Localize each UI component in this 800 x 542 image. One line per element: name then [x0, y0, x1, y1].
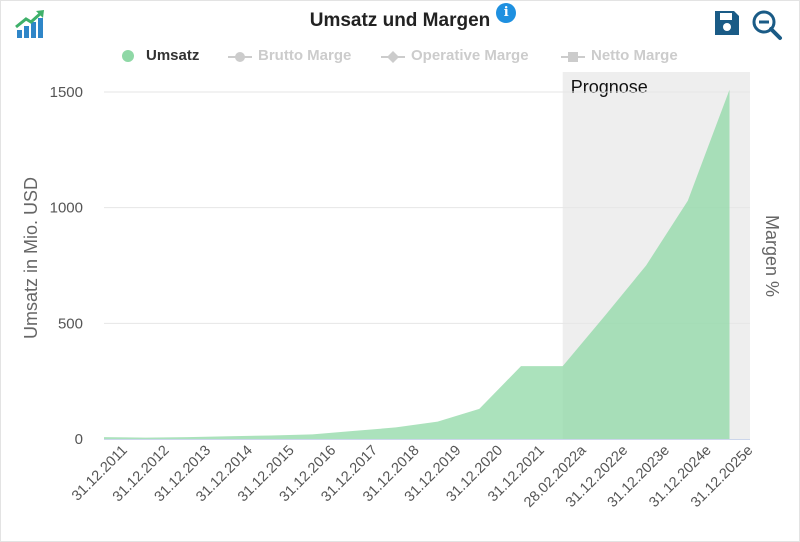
data-point [728, 88, 732, 92]
info-icon[interactable]: i [496, 3, 517, 23]
legend-label: Netto Marge [591, 47, 678, 64]
chart-growth-logo-icon[interactable] [14, 8, 48, 40]
data-point [644, 264, 648, 268]
data-point [519, 364, 523, 368]
data-point [311, 432, 315, 436]
data-point [686, 199, 690, 203]
chart-title-wrapper: Umsatz und Margen i [0, 3, 800, 32]
legend-label: Operative Marge [411, 47, 529, 64]
data-point [477, 407, 481, 411]
y2-axis-title: Margen % [762, 215, 782, 297]
legend-line-square-marker-icon [561, 52, 585, 62]
zoom-out-icon[interactable] [750, 8, 786, 42]
forecast-band-label: Prognose [571, 77, 648, 97]
y-tick-label: 500 [58, 315, 83, 332]
data-point [561, 364, 565, 368]
area-series-umsatz [104, 89, 730, 439]
legend-label: Brutto Marge [258, 47, 352, 64]
floppy-disk-icon[interactable] [712, 9, 742, 37]
data-point [352, 429, 356, 433]
data-point [185, 435, 189, 439]
legend-line-circle-marker-icon [228, 52, 252, 62]
legend-circle-marker-icon [122, 50, 134, 62]
y-tick-label: 1000 [50, 200, 83, 217]
y-tick-label: 1500 [50, 84, 83, 101]
legend-label: Umsatz [146, 47, 200, 64]
data-point [227, 434, 231, 438]
data-point [102, 435, 106, 439]
chart-title: Umsatz und Margen [309, 10, 491, 31]
y-axis-title: Umsatz in Mio. USD [21, 177, 41, 339]
data-point [394, 425, 398, 429]
data-point [269, 434, 273, 438]
data-point [602, 314, 606, 318]
data-point [436, 420, 440, 424]
legend-line-diamond-marker-icon [381, 51, 405, 63]
y-tick-label: 0 [75, 431, 83, 448]
